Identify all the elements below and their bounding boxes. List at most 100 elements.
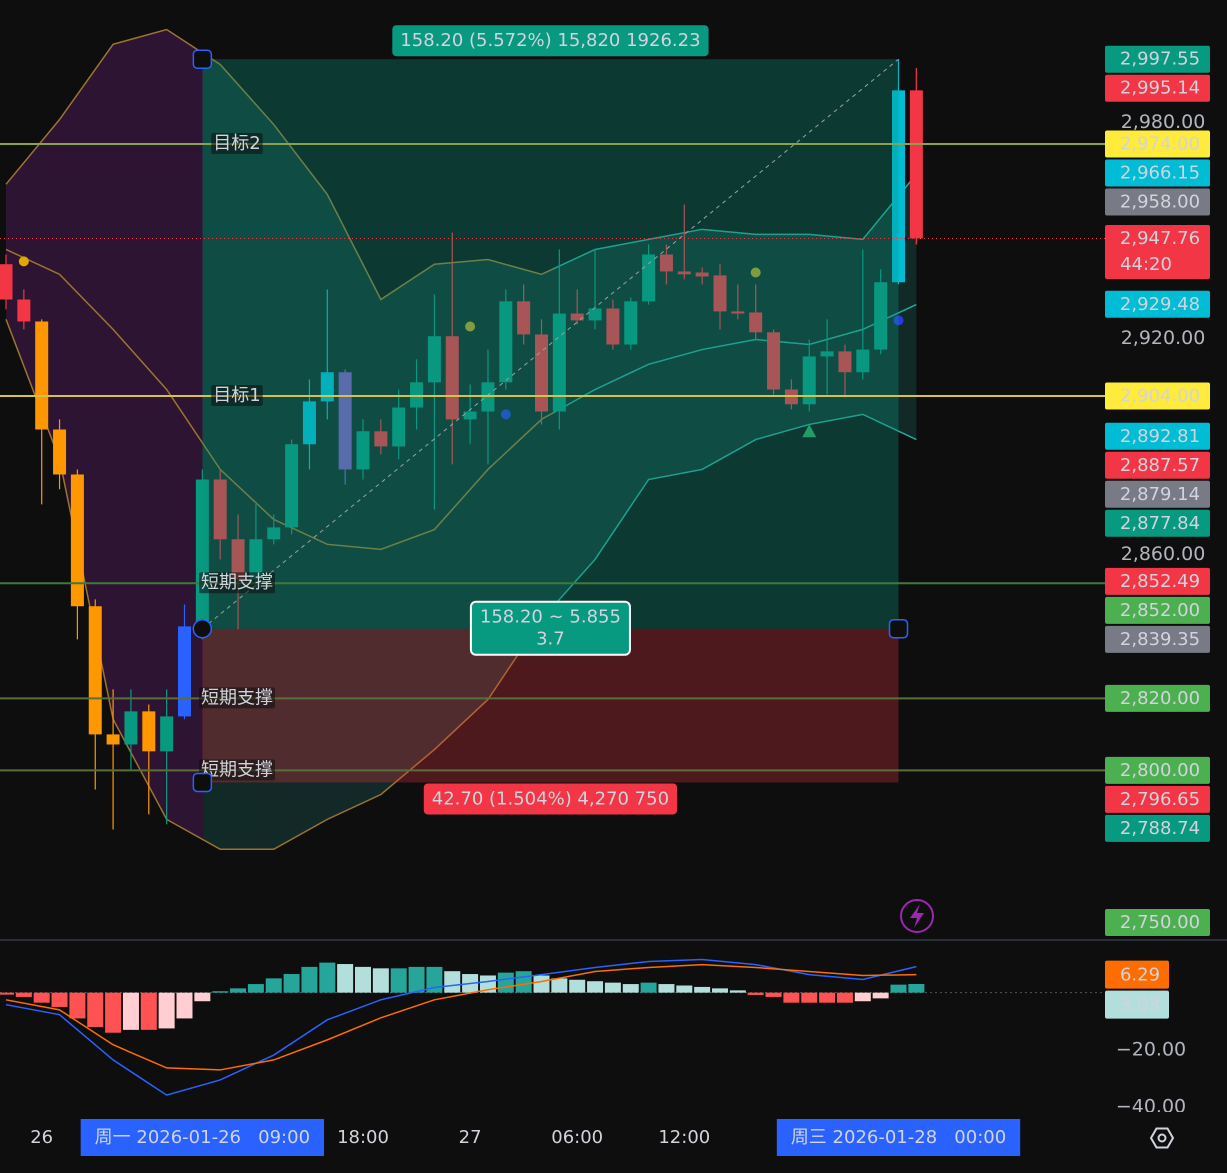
macd-bar [783,992,800,1003]
candle-body [659,254,673,272]
macd-bar [444,971,461,993]
price-badge-label: 2,997.55 [1120,49,1200,70]
macd-badge [1105,960,1169,989]
candle-body [17,299,31,322]
candle-body [53,429,67,475]
macd-bar [337,964,354,993]
candle-body [302,401,316,445]
target-label: 158.20 (5.572%) 15,820 1926.23 [400,30,700,51]
candle-body [427,336,441,383]
macd-bar [908,983,925,993]
candle-body [856,349,870,373]
label-box [211,133,263,154]
candle-body [285,444,299,528]
price-axis: 2,980.00 2,920.00 2,860.00 2,997.55 2,995.14… [1105,45,1210,936]
macd-bar [372,968,389,993]
macd-bar [890,984,907,993]
macd-bar [122,992,139,1030]
candle-body [820,351,834,357]
price-badge [1105,567,1210,595]
alert-icon[interactable] [900,899,934,933]
price-badge [1105,451,1210,479]
price-badge-label: 2,947.76 [1120,228,1200,249]
macd-line [5,958,917,1096]
position-handle[interactable] [192,49,213,69]
price-badge [1105,480,1210,508]
candle-body [35,321,49,430]
candle-body [499,301,513,383]
price-badge [1105,74,1210,102]
position-handle[interactable] [192,772,213,793]
label-box [199,759,275,781]
marker-dot [18,256,29,267]
macd-bar [497,972,514,993]
x-tick-label: 12:00 [658,1127,710,1148]
candle-body [392,407,406,447]
candle-body [249,539,263,580]
macd-bar [836,992,853,1003]
macd-bar [551,978,568,993]
band-fill [6,29,917,850]
candle-body [356,431,370,470]
label-box [423,783,678,815]
price-badge [1105,422,1210,450]
candle-body [642,254,656,302]
stop-label: 42.70 (1.504%) 4,270 750 [432,788,669,809]
band-lower [5,319,917,850]
price-badge-label: 2,974.00 [1120,134,1200,155]
macd-bar [408,966,425,993]
macd-bar [230,988,247,993]
candle-body [695,272,709,277]
candle-body [767,332,781,390]
macd-bar [140,992,157,1030]
macd-bar [0,992,14,995]
macd-bar [819,992,836,1003]
candle-body [124,711,138,745]
macd-bar [158,992,175,1029]
macd-pane: −20.00−40.006.293.03 [0,958,1186,1118]
macd-bar [283,974,300,993]
candle-body [713,275,727,312]
candle-body [320,372,334,402]
candle-body [892,90,905,283]
x-tick-label: 26 [30,1127,53,1148]
line-label: 短期支撑 [201,572,273,593]
macd-badge [1105,990,1169,1019]
x-tick-label: 18:00 [337,1127,389,1148]
candle-body [874,282,888,350]
marker-dot [465,321,476,332]
y-tick-label: 2,920.00 [1121,327,1206,349]
macd-bar [587,981,604,993]
macd-bar [694,986,711,993]
macd-bar [658,984,675,993]
line-label: 目标1 [213,385,260,406]
position-handle[interactable] [888,618,909,639]
label-box [199,572,275,594]
candle-body [909,90,923,239]
macd-bar [515,971,532,993]
macd-badge-label: 6.29 [1120,965,1160,986]
price-badge-label: 2,966.15 [1120,163,1200,184]
candle-body [0,264,13,300]
macd-bar [390,968,407,993]
candle-body [731,311,745,314]
price-badge-label: 2,852.49 [1120,571,1200,592]
macd-bar [569,979,586,993]
settings-icon[interactable] [1149,1127,1175,1149]
candle-body [588,308,602,321]
candle-body [677,271,691,275]
candle-body [178,626,191,717]
candle-body [838,351,852,373]
macd-badge-label: 3.03 [1120,995,1160,1016]
macd-bar [51,992,68,1007]
price-badge [1105,625,1210,653]
x-tick-label: 06:00 [551,1127,603,1148]
macd-bar [640,982,657,993]
candle-body [374,431,388,447]
candle-body [749,312,763,333]
price-badge-label: 2,852.00 [1120,600,1200,621]
price-badge-label: 2,958.00 [1120,192,1200,213]
price-badge-label: 2,839.35 [1120,629,1200,650]
